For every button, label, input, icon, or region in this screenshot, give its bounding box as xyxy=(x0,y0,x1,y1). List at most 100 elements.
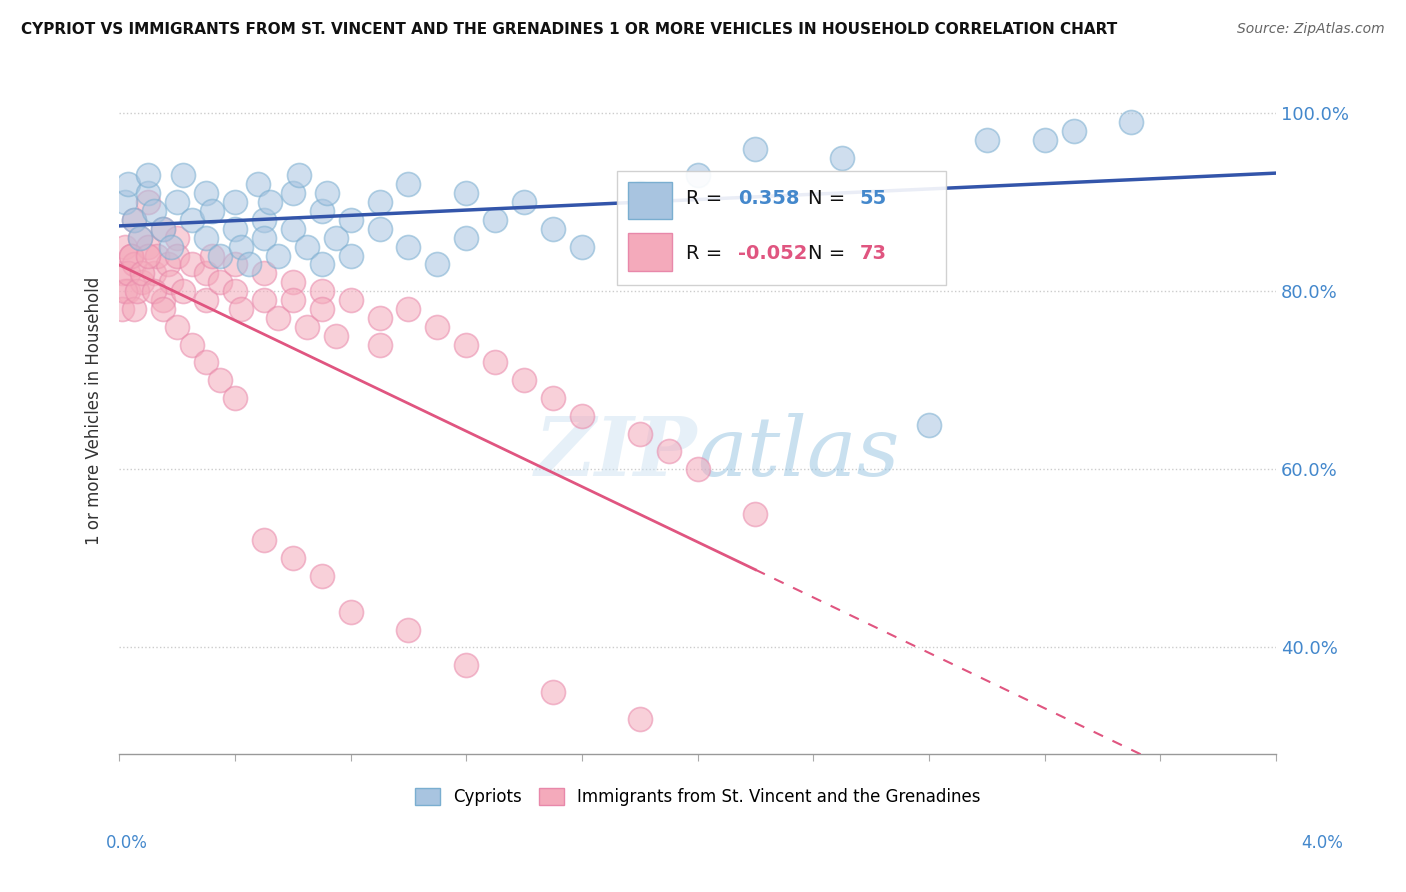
Point xyxy=(122,301,145,316)
Point xyxy=(253,533,276,548)
Point xyxy=(368,222,391,236)
Point xyxy=(136,239,159,253)
Point xyxy=(311,257,333,271)
Point xyxy=(281,551,304,566)
Point xyxy=(744,507,766,521)
Point xyxy=(918,417,941,432)
Point xyxy=(658,444,681,458)
Point xyxy=(571,239,593,253)
Text: 73: 73 xyxy=(859,244,887,263)
Point xyxy=(224,391,246,405)
Point xyxy=(368,195,391,210)
Point xyxy=(160,239,183,253)
Point xyxy=(114,239,136,253)
Point xyxy=(128,230,150,244)
Point xyxy=(297,239,319,253)
Text: CYPRIOT VS IMMIGRANTS FROM ST. VINCENT AND THE GRENADINES 1 OR MORE VEHICLES IN : CYPRIOT VS IMMIGRANTS FROM ST. VINCENT A… xyxy=(21,22,1118,37)
Point xyxy=(195,230,218,244)
Point xyxy=(541,222,564,236)
Point xyxy=(172,169,194,183)
Point xyxy=(195,266,218,280)
Point xyxy=(160,275,183,289)
Point xyxy=(253,213,276,227)
FancyBboxPatch shape xyxy=(617,171,946,285)
Point xyxy=(209,275,232,289)
Point xyxy=(484,213,506,227)
Point xyxy=(201,248,224,262)
Point xyxy=(157,257,180,271)
Point xyxy=(166,248,188,262)
Point xyxy=(513,373,536,387)
Point xyxy=(195,293,218,307)
Point xyxy=(456,337,478,351)
Text: Source: ZipAtlas.com: Source: ZipAtlas.com xyxy=(1237,22,1385,37)
Point xyxy=(136,195,159,210)
Point xyxy=(122,257,145,271)
FancyBboxPatch shape xyxy=(628,233,672,271)
Point xyxy=(166,319,188,334)
Text: -0.052: -0.052 xyxy=(738,244,807,263)
Point xyxy=(339,213,361,227)
Point xyxy=(311,284,333,298)
Point xyxy=(143,284,166,298)
Point xyxy=(152,222,174,236)
Point xyxy=(120,248,142,262)
Point xyxy=(686,169,709,183)
Point xyxy=(131,266,153,280)
Point xyxy=(136,169,159,183)
Point xyxy=(180,213,202,227)
Point xyxy=(111,266,134,280)
Point xyxy=(209,248,232,262)
Point xyxy=(976,133,998,147)
Point xyxy=(398,623,420,637)
Point xyxy=(247,178,270,192)
Point xyxy=(143,204,166,219)
Point xyxy=(456,186,478,201)
Point xyxy=(311,204,333,219)
Point xyxy=(339,248,361,262)
Point xyxy=(398,178,420,192)
Point xyxy=(325,328,347,343)
Point xyxy=(426,257,449,271)
Point xyxy=(128,230,150,244)
Point xyxy=(628,712,651,726)
Point xyxy=(111,301,134,316)
Text: N =: N = xyxy=(807,189,851,209)
Point xyxy=(281,186,304,201)
Text: R =: R = xyxy=(686,189,728,209)
Point xyxy=(541,391,564,405)
Point xyxy=(253,293,276,307)
Text: ZIP: ZIP xyxy=(536,412,697,492)
Point xyxy=(426,319,449,334)
Point xyxy=(136,248,159,262)
Point xyxy=(1033,133,1056,147)
Point xyxy=(513,195,536,210)
Point xyxy=(166,195,188,210)
Point xyxy=(311,569,333,583)
Point xyxy=(253,266,276,280)
Point xyxy=(117,284,139,298)
Point xyxy=(125,284,148,298)
Point xyxy=(117,266,139,280)
Point xyxy=(259,195,281,210)
Point xyxy=(229,239,252,253)
Point xyxy=(339,605,361,619)
Point xyxy=(368,310,391,325)
Point xyxy=(229,301,252,316)
Legend: Cypriots, Immigrants from St. Vincent and the Grenadines: Cypriots, Immigrants from St. Vincent an… xyxy=(406,780,988,814)
Point xyxy=(180,257,202,271)
Point xyxy=(201,204,224,219)
Point xyxy=(224,222,246,236)
Text: 0.0%: 0.0% xyxy=(105,834,148,852)
Point xyxy=(120,248,142,262)
Y-axis label: 1 or more Vehicles in Household: 1 or more Vehicles in Household xyxy=(86,277,103,546)
Point xyxy=(195,186,218,201)
Point xyxy=(146,248,169,262)
Point xyxy=(136,186,159,201)
Point xyxy=(180,337,202,351)
Point xyxy=(368,337,391,351)
Point xyxy=(1063,124,1085,138)
Point xyxy=(325,230,347,244)
Point xyxy=(311,301,333,316)
Point xyxy=(484,355,506,369)
